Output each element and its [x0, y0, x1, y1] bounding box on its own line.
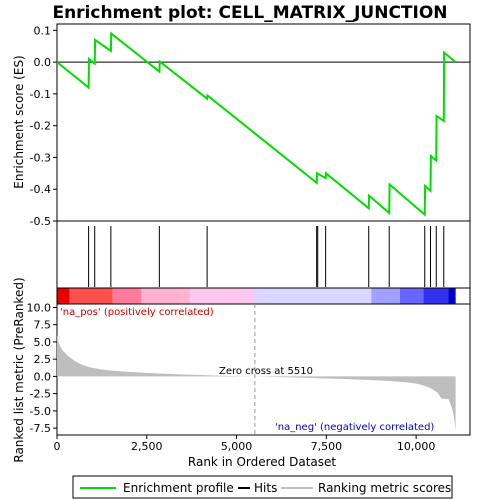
top-y-tick-label: -0.5 [30, 215, 51, 228]
top-y-axis-label: Enrichment score (ES) [12, 55, 26, 188]
colorbar-segment [69, 288, 113, 304]
bottom-y-tick-label: 7.5 [34, 319, 52, 332]
bottom-y-tick-label: 0.0 [34, 370, 52, 383]
colorbar-segment [112, 288, 142, 304]
bottom-y-tick-label: -2.5 [30, 388, 51, 401]
top-y-tick-label: 0.1 [34, 24, 52, 37]
hits-markers [88, 226, 445, 287]
x-axis-label: Rank in Ordered Dataset [188, 455, 336, 469]
colorbar-segment [448, 288, 456, 304]
legend-ranking-label: Ranking metric scores [318, 481, 451, 495]
bottom-y-tick-label: 2.5 [34, 353, 52, 366]
colorbar-segment [189, 288, 255, 304]
negative-correlation-label: 'na_neg' (negatively correlated) [275, 422, 434, 433]
colorbar-segment [141, 288, 190, 304]
top-y-tick-label: -0.4 [30, 183, 51, 196]
x-tick-label: 2,500 [131, 440, 163, 453]
ranking-metric-area [57, 335, 456, 431]
bottom-y-axis: 10.0 7.5 5.0 2.5 0.0 -2.5 -5.0 -7.5 [27, 301, 57, 435]
colorbar-segment [371, 288, 400, 304]
enrichment-profile-line [56, 31, 457, 217]
legend-hits-label: Hits [254, 481, 277, 495]
x-tick-label: 0 [54, 440, 61, 453]
colorbar-segment [57, 288, 70, 304]
x-axis: 0 2,500 5,000 7,500 10,000 [54, 435, 436, 453]
bottom-y-tick-label: 10.0 [27, 301, 52, 314]
positive-correlation-label: 'na_pos' (positively correlated) [60, 307, 214, 318]
chart-title: Enrichment plot: CELL_MATRIX_JUNCTION [52, 3, 447, 23]
x-tick-label: 5,000 [221, 440, 253, 453]
colorbar-segment [399, 288, 424, 304]
top-y-tick-label: -0.3 [30, 151, 51, 164]
top-y-axis: 0.1 0.0 -0.1 -0.2 -0.3 -0.4 -0.5 [30, 24, 57, 228]
colorbar-segment [423, 288, 449, 304]
x-tick-label: 10,000 [397, 440, 436, 453]
legend-enrichment-label: Enrichment profile [123, 481, 234, 495]
bottom-y-tick-label: -5.0 [30, 405, 51, 418]
bottom-y-axis-label: Ranked list metric (PreRanked) [12, 277, 26, 462]
zero-cross-label: Zero cross at 5510 [219, 366, 313, 377]
bottom-y-tick-label: 5.0 [34, 336, 52, 349]
top-panel-frame [56, 23, 471, 222]
top-y-tick-label: -0.1 [30, 88, 51, 101]
bottom-y-tick-label: -7.5 [30, 422, 51, 435]
legend-box [72, 475, 453, 499]
hits-panel-frame [56, 220, 471, 289]
top-y-tick-label: 0.0 [34, 56, 52, 69]
top-y-tick-label: -0.2 [30, 120, 51, 133]
colorbar-segment [254, 288, 372, 304]
x-tick-label: 7,500 [311, 440, 343, 453]
ranking-colorbar [57, 288, 456, 304]
